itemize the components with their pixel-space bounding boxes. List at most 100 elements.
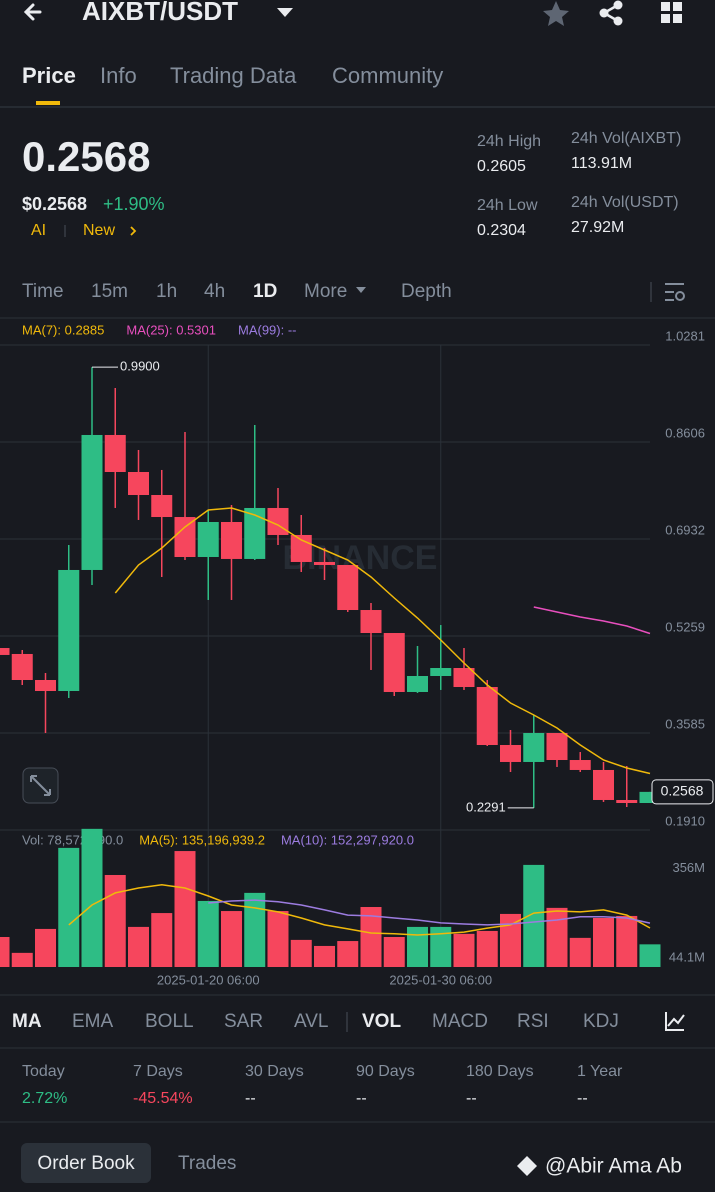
x-tick-label: 2025-01-20 06:00 — [157, 972, 260, 987]
y-tick-label: 44.1M — [669, 950, 705, 965]
candle-body — [593, 769, 614, 800]
ma-line — [208, 899, 651, 926]
favorite-icon[interactable] — [543, 1, 569, 26]
perf-value: 2.72% — [22, 1090, 67, 1107]
candle-body — [35, 679, 56, 692]
candle-body — [360, 610, 382, 634]
interval[interactable]: 1D — [253, 281, 277, 302]
back-button[interactable] — [23, 3, 42, 21]
candle-body — [81, 434, 103, 570]
volume-bar — [616, 915, 638, 967]
interval[interactable]: 1h — [156, 281, 177, 302]
bottom-tab[interactable]: Trades — [178, 1153, 236, 1174]
indicator-tab[interactable]: AVL — [294, 1011, 329, 1032]
interval[interactable]: 15m — [91, 281, 128, 302]
volume-bar — [244, 892, 266, 967]
candle-body — [616, 799, 638, 804]
ma-line — [533, 606, 651, 635]
candle-body — [383, 633, 405, 692]
perf-label: 30 Days — [245, 1063, 304, 1080]
stat-label: 24h High — [477, 133, 541, 150]
annotation-label: 0.9900 — [120, 359, 160, 374]
volume-bar — [128, 926, 149, 967]
bottom-tab[interactable]: Order Book — [37, 1153, 135, 1174]
ma-line — [114, 507, 651, 775]
volume-bar — [104, 874, 126, 967]
expand-button[interactable] — [22, 767, 59, 804]
y-tick-label: 0.5259 — [665, 619, 705, 634]
volume-bar — [151, 913, 173, 967]
last-price-label: 0.2568 — [661, 783, 704, 799]
interval[interactable]: 4h — [204, 281, 225, 302]
stat-value: 0.2304 — [477, 222, 526, 239]
indicator-tab[interactable]: EMA — [72, 1011, 114, 1032]
volume-bar — [35, 928, 56, 967]
indicator-tab[interactable]: VOL — [362, 1011, 401, 1032]
volume-bar — [314, 945, 335, 967]
candle-body — [453, 668, 475, 688]
candle-body — [337, 564, 359, 611]
share-icon[interactable] — [599, 0, 623, 26]
candle-body — [244, 507, 266, 559]
volume-bar — [267, 911, 289, 967]
legend-entry: MA(25): 0.5301 — [126, 322, 216, 337]
candle-body — [197, 522, 219, 557]
perf-value: -- — [245, 1090, 256, 1107]
y-tick-label: 1.0281 — [665, 328, 705, 343]
last-price: 0.2568 — [22, 133, 150, 180]
tab[interactable]: Info — [100, 63, 137, 88]
candle-body — [500, 745, 521, 762]
candle-body — [11, 653, 33, 680]
indicator-tab[interactable]: KDJ — [583, 1011, 619, 1032]
perf-value: -- — [356, 1090, 367, 1107]
volume-bar — [383, 937, 405, 967]
indicator-tab[interactable]: RSI — [517, 1011, 549, 1032]
pair-dropdown[interactable] — [277, 8, 293, 17]
perf-label: 90 Days — [356, 1063, 415, 1080]
legend-entry: MA(7): 0.2885 — [22, 322, 104, 337]
volume-bar — [546, 907, 568, 967]
grid-icon[interactable] — [661, 2, 682, 23]
tag[interactable]: New — [83, 222, 115, 239]
chart-settings-icon[interactable] — [665, 283, 685, 301]
candle-body — [0, 648, 10, 655]
volume-bar — [569, 937, 591, 967]
interval[interactable]: Depth — [401, 281, 452, 302]
pair-title[interactable]: AIXBT/USDT — [82, 0, 238, 26]
stat-label: 24h Vol(AIXBT) — [571, 130, 681, 147]
volume-bar — [290, 939, 312, 967]
price-change: +1.90% — [103, 194, 165, 214]
volume-bar — [360, 907, 382, 967]
candle-body — [639, 791, 661, 804]
tab[interactable]: Community — [332, 63, 443, 88]
candle-body — [430, 668, 452, 677]
tag[interactable]: AI — [31, 222, 46, 239]
candle-body — [151, 495, 173, 518]
perf-label: Today — [22, 1063, 65, 1080]
tab[interactable]: Trading Data — [170, 63, 297, 88]
candle-body — [546, 733, 568, 761]
stat-value: 27.92M — [571, 219, 624, 236]
indicator-tab[interactable]: MA — [12, 1011, 42, 1032]
volume-bar — [523, 864, 545, 967]
interval[interactable]: More — [304, 281, 347, 302]
y-tick-label: 356M — [672, 860, 705, 875]
stat-value: 113.91M — [571, 155, 632, 172]
candle-body — [174, 517, 196, 557]
legend-entry: MA(99): -- — [238, 322, 297, 337]
interval[interactable]: Time — [22, 281, 64, 302]
indicator-settings-icon[interactable] — [665, 1012, 685, 1031]
candle-body — [104, 434, 126, 473]
volume-bar — [174, 851, 196, 967]
indicator-tab[interactable]: SAR — [224, 1011, 263, 1032]
order-book-button[interactable] — [21, 1143, 151, 1183]
volume-bar — [476, 930, 498, 967]
indicator-tab[interactable]: BOLL — [145, 1011, 194, 1032]
volume-bar — [453, 933, 475, 967]
tab-underline — [36, 101, 60, 105]
indicator-tab[interactable]: MACD — [432, 1011, 488, 1032]
price-usd: $0.2568 — [22, 194, 87, 214]
candle-body — [128, 472, 149, 496]
tab[interactable]: Price — [22, 63, 76, 88]
x-tick-label: 2025-01-30 06:00 — [389, 972, 492, 987]
